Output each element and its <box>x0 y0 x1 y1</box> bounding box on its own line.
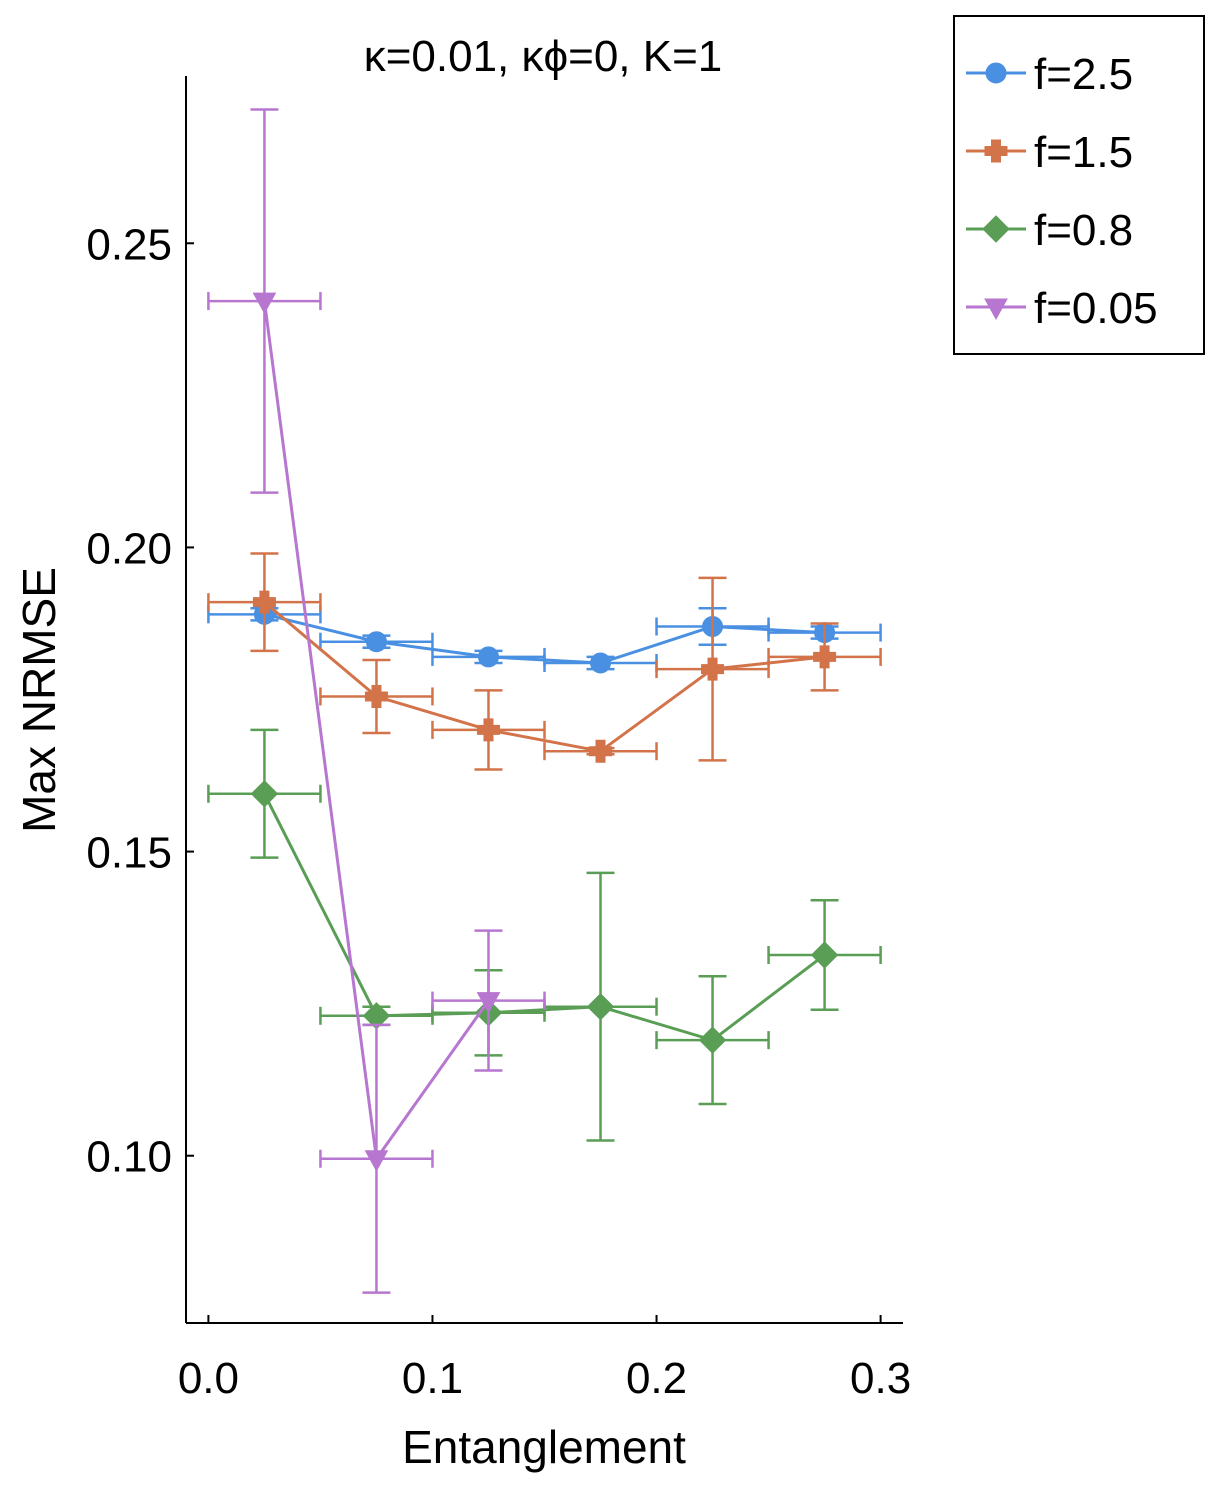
data-point <box>813 645 837 669</box>
legend-item: f=1.5 <box>966 128 1133 177</box>
y-tick-label: 0.15 <box>86 829 172 878</box>
data-point <box>364 1150 389 1172</box>
legend-label: f=2.5 <box>1034 50 1133 99</box>
legend-label: f=0.05 <box>1034 284 1158 333</box>
data-point <box>589 739 613 763</box>
error-bar <box>655 576 770 762</box>
legend-item: f=0.8 <box>966 206 1133 255</box>
legend-item: f=2.5 <box>966 50 1133 99</box>
data-point <box>365 631 387 653</box>
y-tick-label: 0.20 <box>86 524 172 573</box>
legend-marker <box>982 215 1010 243</box>
legend-item: f=0.05 <box>966 284 1158 333</box>
series-line <box>263 793 826 1042</box>
series-f=0.8 <box>207 728 882 1142</box>
series-f=1.5 <box>207 552 882 771</box>
y-tick-label: 0.25 <box>86 220 172 269</box>
legend-label: f=1.5 <box>1034 128 1133 177</box>
legend-items: f=2.5 f=1.5 f=0.8 f=0.05 <box>966 50 1158 333</box>
series-f=0.05 <box>207 108 546 1294</box>
x-tick-label: 0.0 <box>178 1354 239 1403</box>
plot-area: 0.0 0.1 0.2 0.3 0.10 0.15 0.20 0.25 <box>86 76 911 1403</box>
y-axis-label: Max NRMSE <box>13 567 65 833</box>
x-tick-label: 0.3 <box>850 1354 911 1403</box>
series-line <box>263 601 825 753</box>
data-point <box>476 718 500 742</box>
series-layer <box>207 108 882 1294</box>
data-point <box>810 941 839 969</box>
data-point <box>586 992 615 1021</box>
legend: f=2.5 f=1.5 f=0.8 f=0.05 <box>953 15 1205 355</box>
data-point <box>252 292 277 315</box>
y-tick-label: 0.10 <box>86 1133 172 1182</box>
data-point <box>477 646 499 668</box>
chart-title: κ=0.01, κϕ=0, K=1 <box>364 32 723 81</box>
data-point <box>476 992 501 1014</box>
data-point <box>590 652 612 674</box>
data-point <box>250 780 279 808</box>
x-tick-label: 0.1 <box>402 1354 463 1403</box>
data-point <box>252 590 276 614</box>
x-ticks: 0.0 0.1 0.2 0.3 <box>178 1315 911 1403</box>
data-point <box>701 657 725 681</box>
x-axis-label: Entanglement <box>402 1421 686 1473</box>
legend-marker <box>984 139 1008 163</box>
x-tick-label: 0.2 <box>626 1354 687 1403</box>
legend-label: f=0.8 <box>1034 206 1133 255</box>
series-line <box>264 612 825 665</box>
y-ticks: 0.10 0.15 0.20 0.25 <box>86 220 194 1182</box>
data-point <box>364 684 388 708</box>
legend-marker <box>985 62 1007 84</box>
data-point <box>698 1026 727 1054</box>
legend-marker <box>984 298 1008 321</box>
